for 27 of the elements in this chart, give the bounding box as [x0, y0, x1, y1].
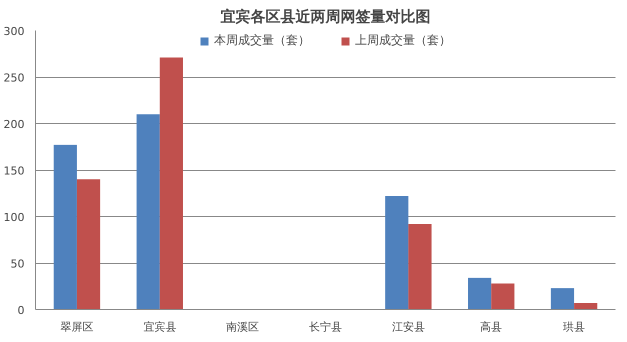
bar [160, 57, 183, 310]
bar [385, 196, 408, 310]
x-tick-label: 长宁县 [309, 320, 342, 334]
legend-label: 本周成交量（套） [214, 32, 310, 49]
legend-label: 上周成交量（套） [355, 32, 451, 49]
bar [468, 278, 492, 310]
y-tick-label: 300 [4, 25, 25, 38]
bar [136, 114, 160, 310]
bar [408, 224, 432, 310]
x-tick-label: 高县 [480, 320, 502, 334]
y-tick-label: 0 [18, 304, 24, 317]
bar [76, 179, 100, 310]
x-tick-label: 翠屏区 [60, 320, 94, 334]
bar [574, 302, 598, 310]
x-tick-label: 宜宾县 [143, 320, 176, 334]
y-tick-label: 100 [4, 211, 25, 224]
y-tick-label: 50 [10, 258, 25, 270]
y-tick-label: 200 [4, 118, 25, 131]
x-tick-label: 南溪区 [226, 320, 260, 334]
bar [550, 288, 574, 310]
x-tick-label: 珙县 [563, 320, 586, 334]
bar [491, 283, 514, 310]
y-tick-label: 150 [4, 164, 25, 178]
y-tick-label: 250 [4, 72, 25, 84]
x-tick-label: 江安县 [392, 320, 425, 334]
bar [54, 144, 77, 310]
chart-title: 宜宾各区县近两周网签量对比图 [220, 8, 430, 26]
